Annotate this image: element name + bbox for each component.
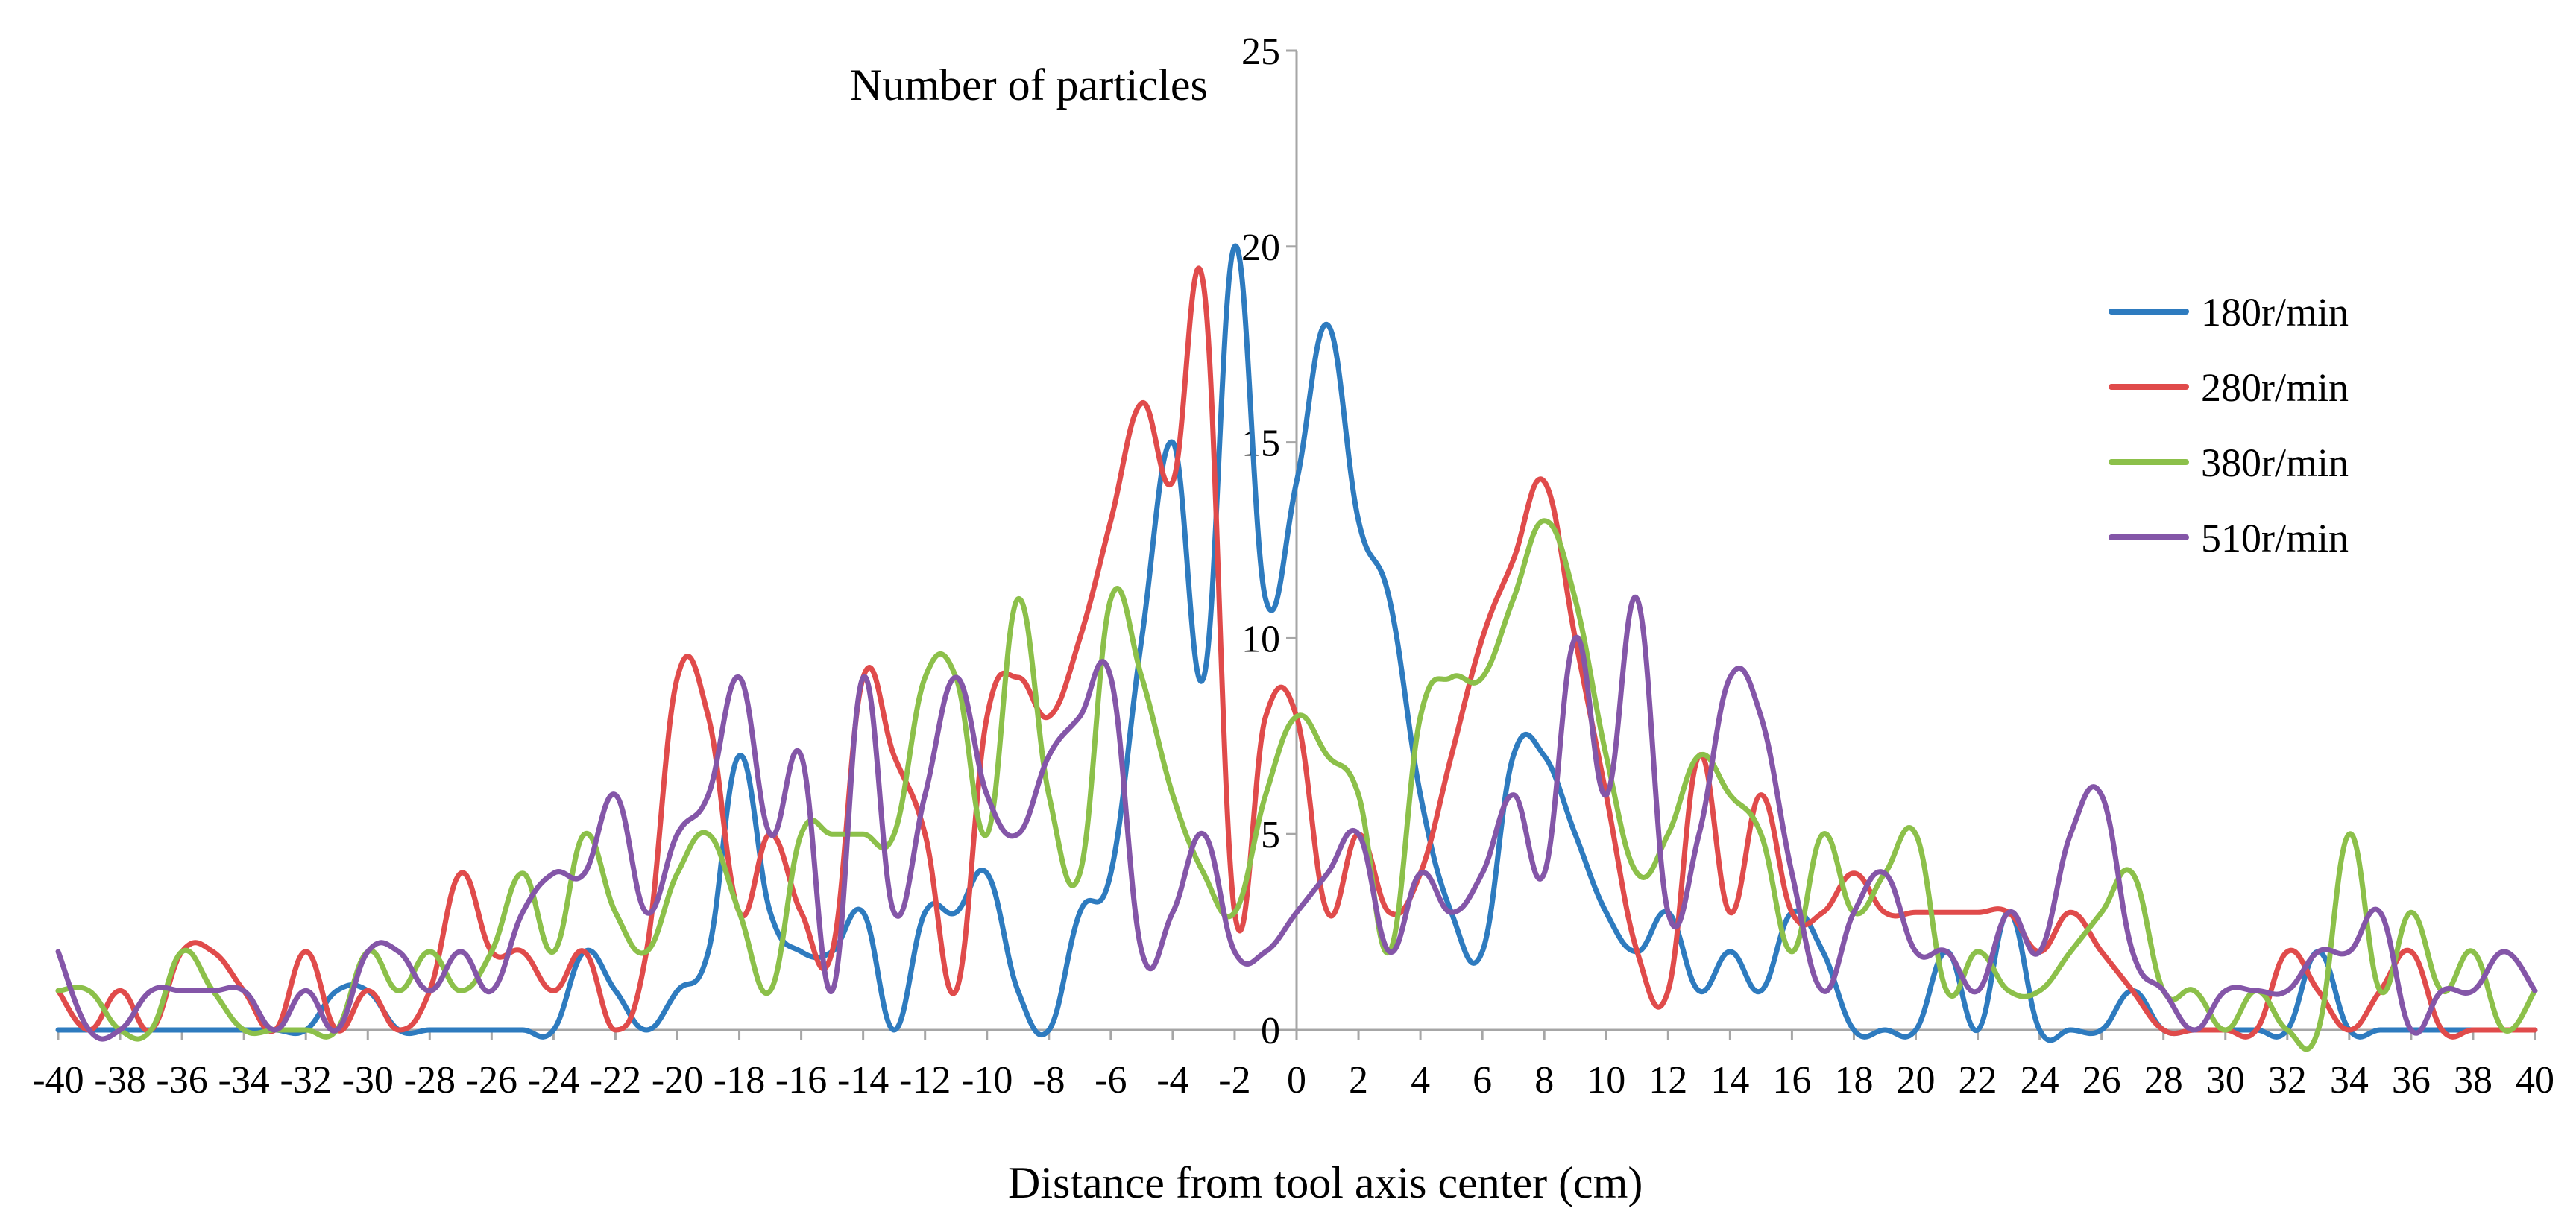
y-tick-label: 0 (1261, 1010, 1280, 1052)
x-tick-label: -20 (652, 1059, 703, 1102)
x-tick-label: 32 (2268, 1059, 2307, 1102)
x-tick-label: -30 (342, 1059, 394, 1102)
x-tick-label: 28 (2144, 1059, 2183, 1102)
x-tick-label: 8 (1534, 1059, 1554, 1102)
y-tick-label: 25 (1241, 31, 1280, 73)
x-tick-label: -28 (404, 1059, 456, 1102)
x-tick-label: 40 (2516, 1059, 2554, 1102)
x-tick-label: -24 (528, 1059, 579, 1102)
series-line-510rmin (55, 594, 2538, 1042)
x-axis-title: Distance from tool axis center (cm) (1008, 1158, 1643, 1207)
x-tick-label: 36 (2392, 1059, 2431, 1102)
x-tick-label: -38 (94, 1059, 145, 1102)
x-tick-label: -18 (714, 1059, 765, 1102)
x-tick-label: 2 (1349, 1059, 1368, 1102)
x-tick-label: 22 (1959, 1059, 1997, 1102)
series-line-380rmin (55, 518, 2538, 1052)
x-tick-label: 20 (1897, 1059, 1936, 1102)
x-tick-label: 24 (2021, 1059, 2059, 1102)
x-tick-label: -4 (1156, 1059, 1188, 1102)
x-tick-label: -26 (466, 1059, 517, 1102)
y-tick-label: 5 (1261, 814, 1280, 856)
legend-label-510rmin: 510r/min (2201, 516, 2349, 560)
x-tick-label: 26 (2082, 1059, 2121, 1102)
x-tick-label: -12 (899, 1059, 951, 1102)
x-tick-label: 14 (1710, 1059, 1749, 1102)
x-tick-label: -32 (280, 1059, 332, 1102)
legend: 180r/min 280r/min 380r/min 510r/min (2109, 290, 2349, 560)
x-tick-label: -22 (590, 1059, 641, 1102)
x-tick-label: 12 (1648, 1059, 1687, 1102)
series-lines (55, 244, 2538, 1052)
legend-label-380rmin: 380r/min (2201, 440, 2349, 485)
x-tick-label: 10 (1587, 1059, 1625, 1102)
y-tick-label: 15 (1241, 423, 1280, 465)
x-tick-label: 18 (1834, 1059, 1873, 1102)
y-tick-label: 10 (1241, 618, 1280, 660)
x-tick-label: 0 (1287, 1059, 1306, 1102)
y-tick-label: 20 (1241, 227, 1280, 269)
x-tick-label: 4 (1411, 1059, 1430, 1102)
x-tick-label: -16 (775, 1059, 827, 1102)
x-tick-label: -2 (1218, 1059, 1250, 1102)
x-tick-label: -34 (218, 1059, 269, 1102)
x-tick-label: -6 (1095, 1059, 1127, 1102)
x-tick-label: 16 (1772, 1059, 1811, 1102)
x-tick-label: -8 (1033, 1059, 1065, 1102)
x-tick-label: 6 (1473, 1059, 1492, 1102)
x-tick-label: -40 (32, 1059, 84, 1102)
x-tick-label: 34 (2330, 1059, 2369, 1102)
legend-label-180rmin: 180r/min (2201, 290, 2349, 335)
y-axis-title: Number of particles (850, 60, 1208, 110)
x-tick-label: -14 (837, 1059, 889, 1102)
x-tick-label: 30 (2206, 1059, 2245, 1102)
x-tick-label: 38 (2454, 1059, 2492, 1102)
x-tick-label: -10 (961, 1059, 1013, 1102)
axes: -40 -38 -36 -34 -32 -30 -28 -26 -24 -22 -20 -18 -16-… (32, 31, 2554, 1102)
legend-label-280rmin: 280r/min (2201, 365, 2349, 410)
x-tick-label: -36 (156, 1059, 207, 1102)
